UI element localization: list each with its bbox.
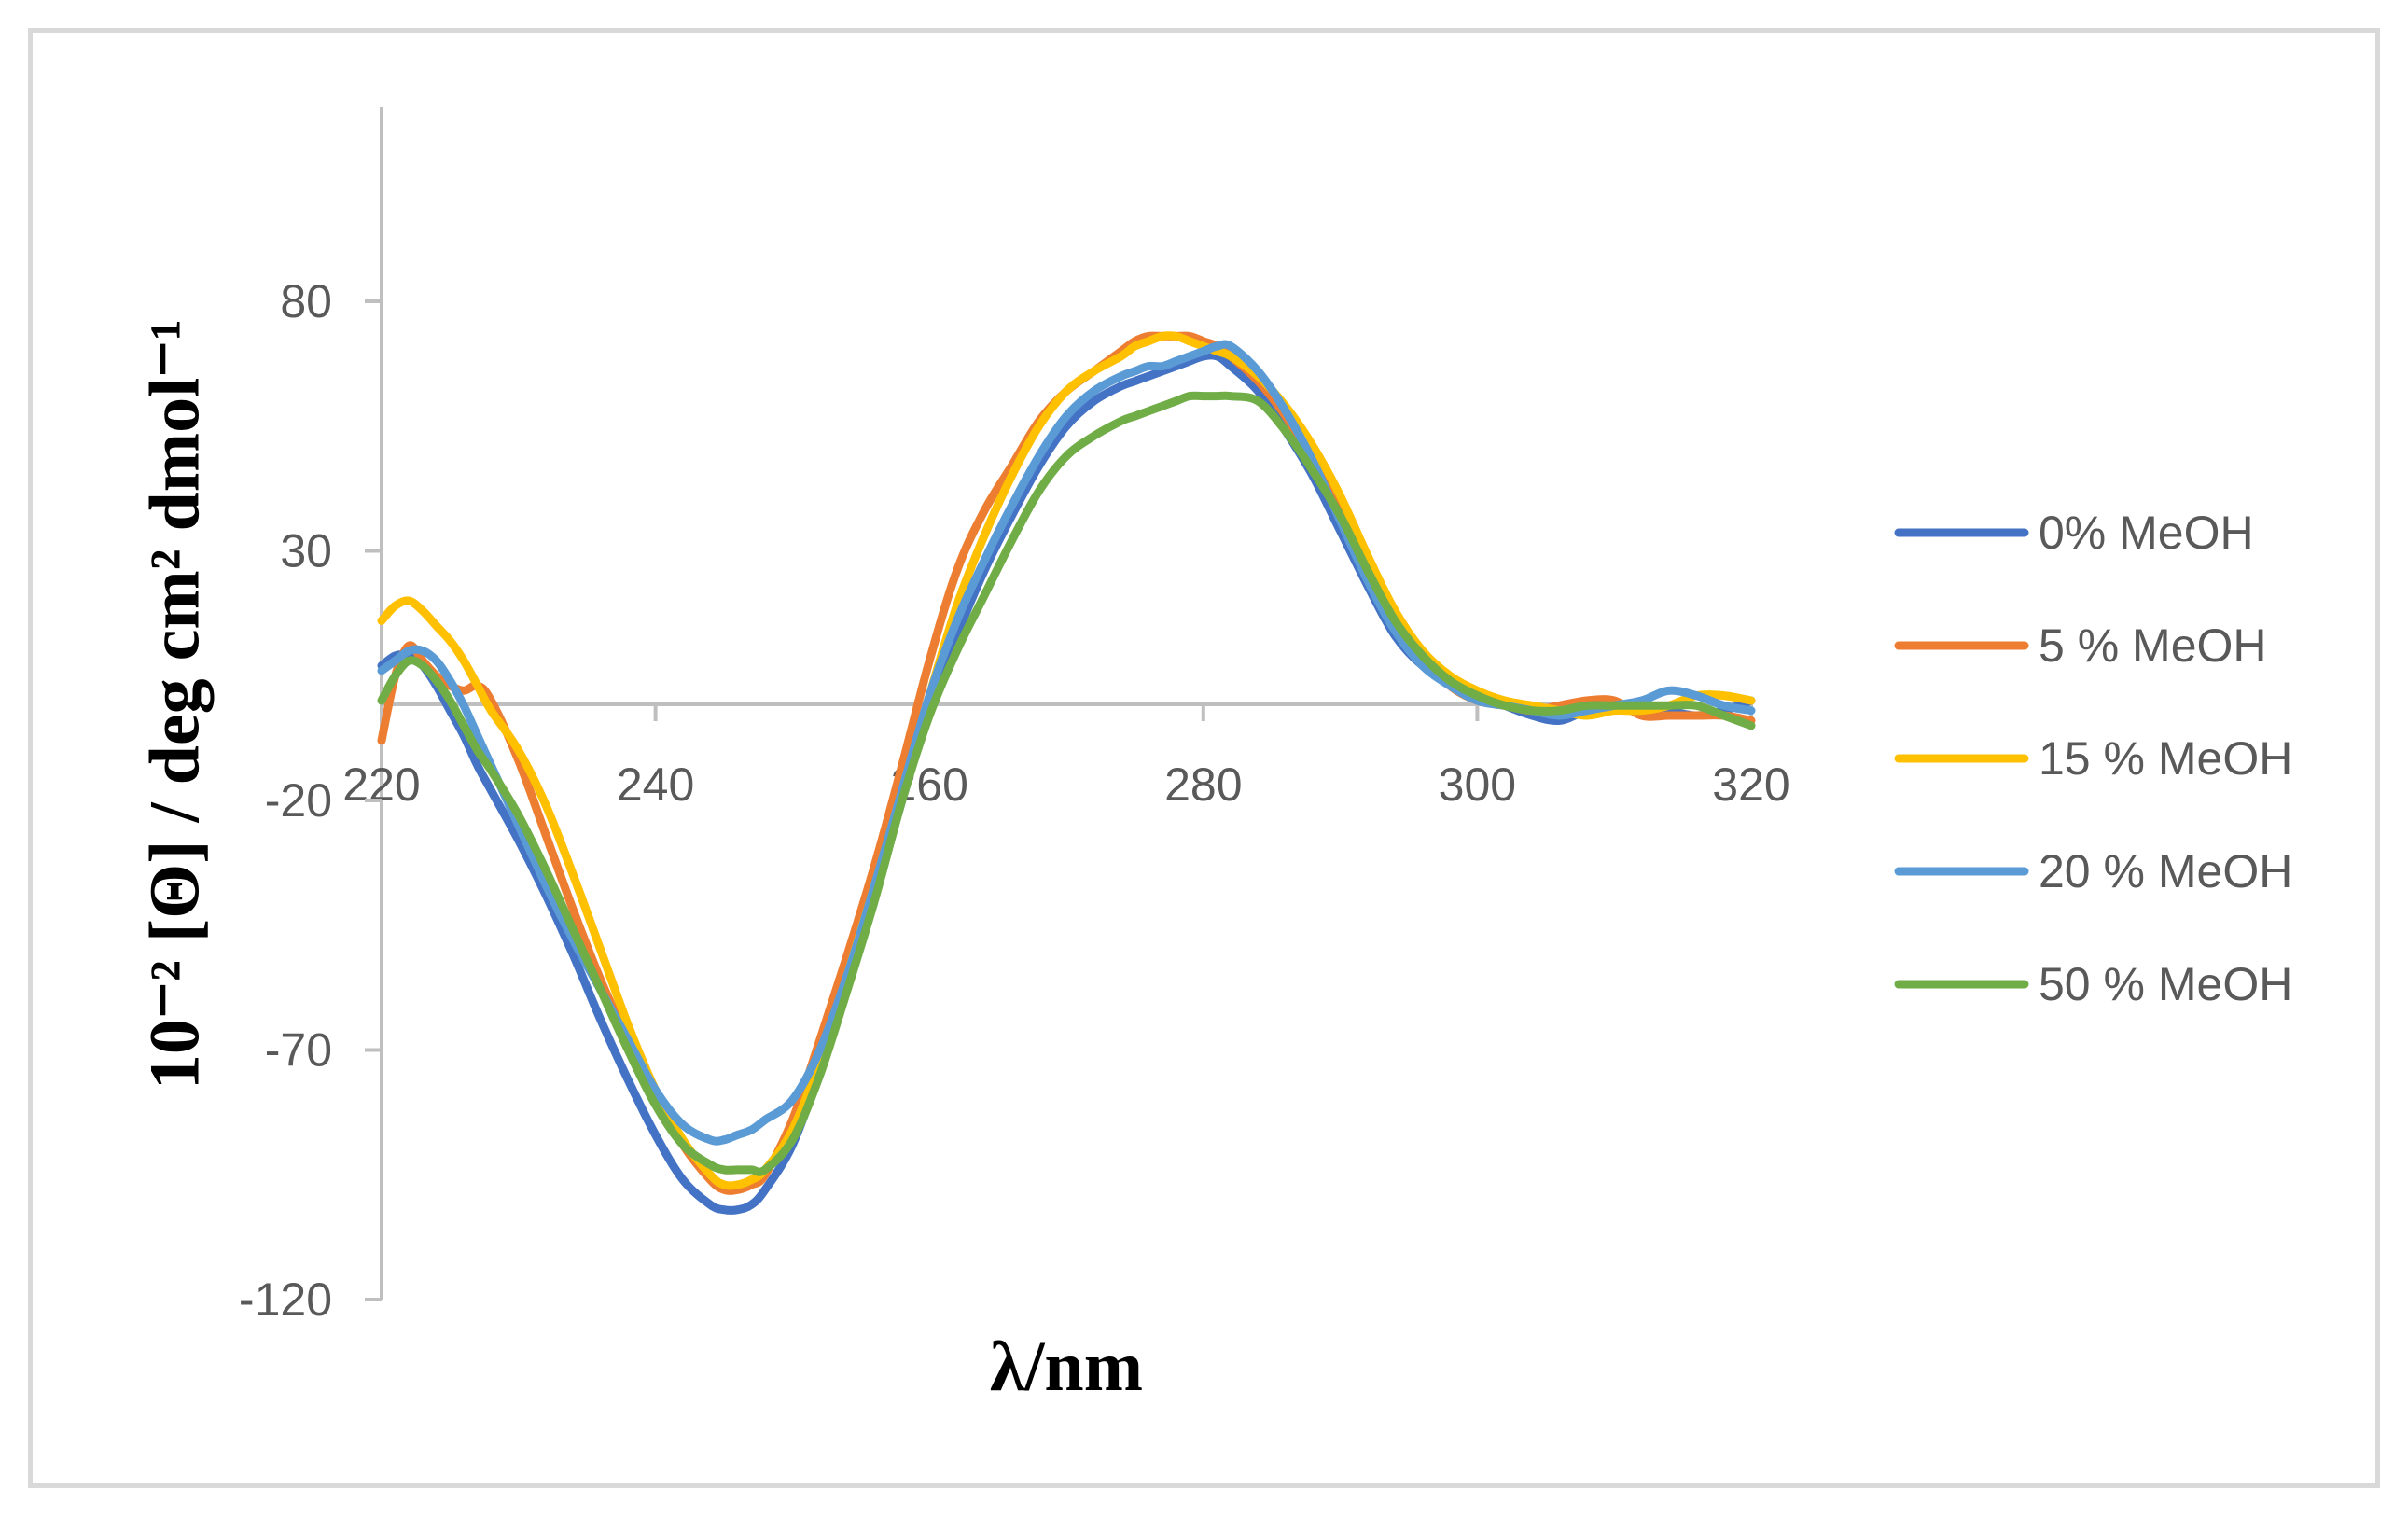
series-line-15-meoh [377,331,1756,1190]
x-tick-label: 280 [1164,758,1242,811]
series-lines [377,331,1756,1215]
legend-label-20-meoh: 20 % MeOH [2039,845,2292,897]
y-axis-title: 10⁻² [Θ] / deg cm² dmol⁻¹ [135,319,214,1090]
legend-label-5-meoh: 5 % MeOH [2039,619,2267,672]
x-tick-label: 240 [617,758,694,811]
legend-label-50-meoh: 50 % MeOH [2039,958,2292,1010]
x-axis-title: λ/nm [990,1328,1143,1406]
x-tick-marks: 220 240 260 280 300 320 [342,704,1790,811]
series-line-50-meoh [377,391,1756,1176]
series-line-20-meoh [377,340,1756,1146]
y-tick-label: 30 [280,525,332,577]
series-line-5-meoh [377,331,1756,1195]
y-tick-marks: 80 30 -20 -70 -120 [239,275,382,1326]
x-tick-label: 300 [1439,758,1516,811]
y-tick-label: 80 [280,275,332,327]
y-tick-label: -120 [239,1273,332,1326]
y-tick-label: -70 [265,1024,332,1077]
legend-label-15-meoh: 15 % MeOH [2039,732,2292,785]
legend-label-0-meoh: 0% MeOH [2039,507,2254,559]
x-tick-label: 320 [1712,758,1789,811]
series-line-0-meoh [377,351,1756,1215]
axes [380,107,1751,1300]
x-tick-label: 220 [342,758,420,811]
y-tick-label: -20 [265,774,332,827]
legend: 0% MeOH 5 % MeOH 15 % MeOH 20 % MeOH 50 % Me… [1894,507,2292,1010]
